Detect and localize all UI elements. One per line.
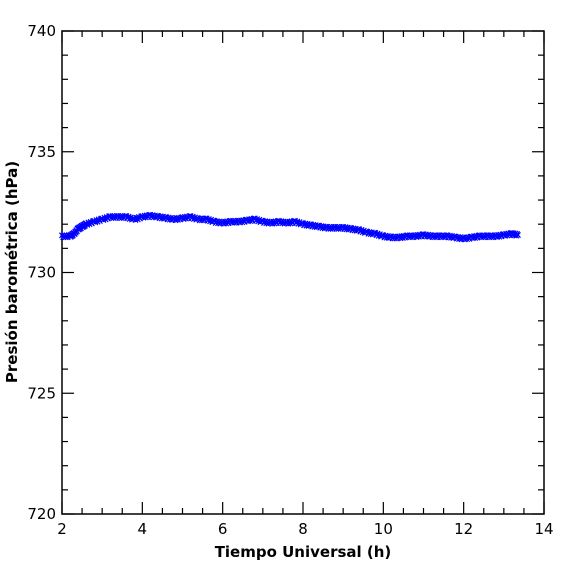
- y-tick-label: 725: [27, 384, 56, 402]
- marker-stroke: [165, 214, 172, 221]
- marker-stroke: [147, 211, 154, 218]
- marker-stroke: [452, 233, 459, 240]
- marker-stroke: [208, 216, 215, 223]
- marker-stroke: [512, 230, 519, 237]
- y-axis-title: Presión barométrica (hPa): [3, 161, 21, 383]
- marker-stroke: [350, 225, 357, 232]
- marker-stroke: [213, 218, 220, 225]
- data-series: [58, 211, 521, 243]
- marker-stroke: [155, 212, 162, 220]
- marker-stroke: [372, 229, 379, 236]
- marker-stroke: [203, 215, 210, 222]
- marker-stroke: [514, 232, 521, 239]
- marker-stroke: [454, 233, 461, 240]
- marker-stroke: [310, 221, 317, 228]
- marker-stroke: [291, 217, 298, 224]
- y-tick-label: 735: [27, 143, 56, 161]
- marker-stroke: [157, 213, 164, 220]
- marker-stroke: [420, 231, 427, 238]
- marker-stroke: [256, 216, 263, 223]
- marker-stroke: [275, 217, 282, 224]
- marker-stroke: [446, 232, 453, 239]
- marker-stroke: [316, 222, 323, 229]
- x-tick-label: 14: [534, 520, 553, 538]
- marker-stroke: [360, 227, 367, 234]
- marker-stroke: [251, 215, 258, 222]
- marker-stroke: [211, 217, 218, 224]
- marker-stroke: [318, 222, 325, 230]
- marker-stroke: [189, 213, 196, 220]
- marker-stroke: [299, 220, 307, 227]
- axis-ticks: [61, 30, 545, 515]
- marker-stroke: [259, 217, 266, 224]
- marker-stroke: [278, 218, 285, 225]
- marker-stroke: [374, 230, 381, 237]
- plot-border: [61, 30, 545, 515]
- x-tick-label: 12: [454, 520, 473, 538]
- x-tick-label: 8: [298, 520, 308, 538]
- marker-stroke: [163, 214, 170, 221]
- y-tick-label: 740: [27, 22, 56, 40]
- marker-stroke: [262, 218, 269, 225]
- marker-stroke: [302, 220, 309, 227]
- marker-stroke: [294, 218, 301, 225]
- x-axis-title: Tiempo Universal (h): [215, 543, 392, 561]
- marker-stroke: [358, 226, 365, 233]
- marker-stroke: [380, 232, 387, 239]
- marker-stroke: [376, 231, 383, 238]
- marker-stroke: [127, 214, 134, 221]
- marker-stroke: [205, 216, 212, 223]
- marker-stroke: [254, 216, 261, 223]
- y-tick-label: 720: [27, 505, 56, 523]
- marker-stroke: [348, 225, 355, 232]
- marker-stroke: [187, 212, 194, 220]
- plot-frame: [61, 30, 545, 515]
- marker-stroke: [444, 232, 451, 239]
- y-tick-label: 730: [27, 264, 56, 282]
- x-tick-label: 2: [57, 520, 67, 538]
- marker-stroke: [364, 228, 371, 235]
- marker-stroke: [342, 224, 349, 231]
- marker-stroke: [296, 219, 303, 226]
- marker-stroke: [149, 212, 156, 219]
- tick-labels: 2 4 6 8 10 12 14 720 725 730 735 740: [27, 22, 553, 538]
- marker-stroke: [125, 213, 132, 220]
- marker-stroke: [422, 231, 429, 238]
- marker-stroke: [340, 223, 347, 230]
- marker-stroke: [382, 232, 389, 239]
- x-tick-label: 10: [374, 520, 393, 538]
- x-tick-label: 6: [218, 520, 228, 538]
- data-point-marker: [514, 232, 521, 239]
- marker-stroke: [308, 221, 315, 228]
- x-tick-label: 4: [138, 520, 148, 538]
- marker-stroke: [192, 214, 199, 221]
- marker-stroke: [123, 212, 130, 220]
- marker-stroke: [366, 229, 373, 236]
- marker-stroke: [356, 226, 363, 233]
